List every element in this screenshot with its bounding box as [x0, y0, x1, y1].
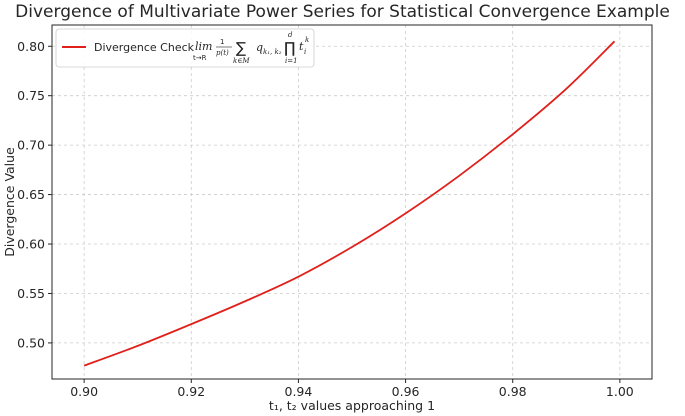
formula-sum-sub: k∈M [233, 57, 250, 65]
y-tick-label: 0.75 [17, 88, 45, 103]
formula-q-sub: k₁, k₂ [263, 48, 282, 56]
y-tick-label: 0.50 [17, 335, 45, 350]
formula-lim: lim [195, 40, 212, 53]
formula-lim-sub: t→R [193, 54, 207, 62]
formula-prod: ∏ [284, 39, 295, 57]
y-axis-label: Divergence Value [2, 147, 17, 257]
formula-prod-sup: d [288, 31, 293, 39]
formula-q: q [256, 41, 263, 54]
legend-label: Divergence Check [94, 41, 195, 54]
x-tick-label: 0.92 [177, 384, 205, 399]
series-line-divergence-check [83, 40, 616, 367]
grid-lines [52, 25, 652, 379]
formula-frac-num: 1 [220, 38, 224, 46]
formula-sum: ∑ [236, 39, 246, 57]
legend-box [55, 28, 315, 68]
legend-formula: lim t→R 1 p(t) ∑ k∈M q k₁, k₂ d ∏ i=1 t … [193, 31, 309, 65]
legend: Divergence Check lim t→R 1 p(t) ∑ k∈M q … [55, 28, 315, 68]
series-layer [83, 40, 616, 367]
formula-prod-sub: i=1 [285, 57, 298, 65]
axis-ticks: 0.90 0.92 0.94 0.96 0.98 1.00 0.50 0.55 0.60 0.65… [17, 39, 634, 399]
x-axis-label: t₁, t₂ values approaching 1 [269, 398, 435, 413]
formula-t-sup: k [305, 36, 309, 44]
y-tick-label: 0.55 [17, 286, 45, 301]
x-tick-label: 0.94 [285, 384, 313, 399]
x-tick-label: 1.00 [606, 384, 634, 399]
x-tick-label: 0.98 [499, 384, 527, 399]
chart-title: Divergence of Multivariate Power Series … [15, 2, 670, 22]
plot-frame [51, 24, 653, 380]
formula-t-sub: i [304, 48, 306, 56]
y-tick-label: 0.80 [17, 39, 45, 54]
y-tick-label: 0.60 [17, 237, 45, 252]
formula-t: t [299, 40, 304, 53]
y-tick-label: 0.65 [17, 187, 45, 202]
x-tick-label: 0.96 [392, 384, 420, 399]
formula-frac-den: p(t) [216, 49, 229, 57]
x-tick-label: 0.90 [70, 384, 98, 399]
y-tick-label: 0.70 [17, 138, 45, 153]
